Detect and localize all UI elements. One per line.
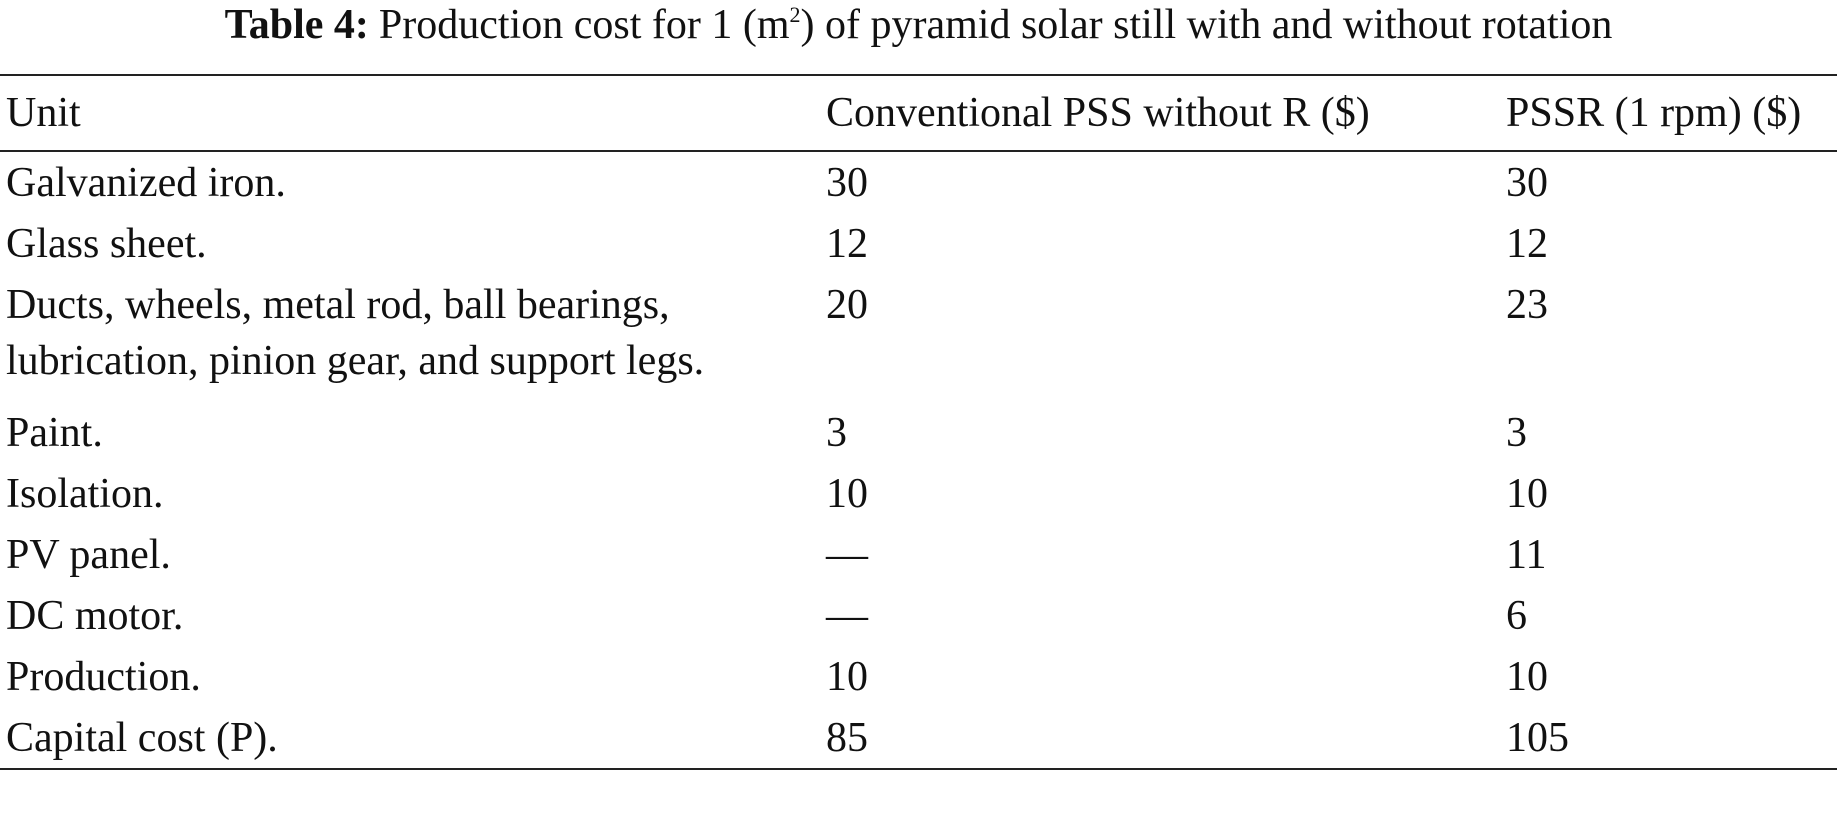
- table-cell: 20: [826, 282, 868, 328]
- table-row: Isolation. 10 10: [0, 463, 1837, 524]
- table-cell: 12: [1506, 221, 1548, 267]
- table-cell: Galvanized iron.: [6, 160, 286, 206]
- table-cell: Production.: [6, 654, 201, 700]
- table-cell: Capital cost (P).: [6, 715, 278, 761]
- table-cell: 105: [1506, 715, 1569, 761]
- table-cell: 10: [826, 471, 868, 517]
- table-cell: 11: [1506, 532, 1547, 578]
- table-row: DC motor. — 6: [0, 585, 1837, 646]
- cost-table: Unit Conventional PSS without R ($) PSSR (…: [0, 74, 1837, 770]
- table-cell: Glass sheet.: [6, 221, 207, 267]
- caption-text: Production cost for 1 (m: [378, 2, 790, 48]
- table-row: PV panel. — 11: [0, 524, 1837, 585]
- column-header: PSSR (1 rpm) ($): [1506, 90, 1802, 136]
- table-cell: 85: [826, 715, 868, 761]
- table-cell: Isolation.: [6, 471, 164, 517]
- table-cell: Ducts, wheels, metal rod, ball bearings,…: [6, 282, 705, 384]
- table-row: Glass sheet. 12 12: [0, 213, 1837, 274]
- table-row: Capital cost (P). 85 105: [0, 707, 1837, 769]
- table-cell: 12: [826, 221, 868, 267]
- table-cell: 3: [826, 410, 847, 456]
- table-caption: Table 4: Production cost for 1 (m2) of py…: [0, 0, 1837, 50]
- column-header: Unit: [6, 90, 81, 136]
- table-cell: 23: [1506, 282, 1548, 328]
- table-cell: PV panel.: [6, 532, 171, 578]
- table-cell: Paint.: [6, 410, 103, 456]
- table-cell: 10: [826, 654, 868, 700]
- table-cell: DC motor.: [6, 593, 184, 639]
- table-cell: 30: [826, 160, 868, 206]
- table-cell: 10: [1506, 471, 1548, 517]
- table-cell: —: [826, 593, 868, 639]
- table-cell: 10: [1506, 654, 1548, 700]
- table-row: Galvanized iron. 30 30: [0, 151, 1837, 213]
- column-header: Conventional PSS without R ($): [826, 90, 1370, 136]
- table-cell: 6: [1506, 593, 1527, 639]
- caption-superscript: 2: [789, 2, 801, 27]
- caption-label: Table 4:: [224, 2, 369, 48]
- table-cell: 30: [1506, 160, 1548, 206]
- caption-text: ) of pyramid solar still with and withou…: [800, 2, 1613, 48]
- header-row: Unit Conventional PSS without R ($) PSSR (…: [0, 75, 1837, 151]
- table-row: Ducts, wheels, metal rod, ball bearings,…: [0, 274, 1837, 402]
- table-row: Paint. 3 3: [0, 402, 1837, 463]
- table-row: Production. 10 10: [0, 646, 1837, 707]
- table-cell: —: [826, 532, 868, 578]
- table-body: Galvanized iron. 30 30 Glass sheet. 12 12 Duct…: [0, 151, 1837, 769]
- table-cell: 3: [1506, 410, 1527, 456]
